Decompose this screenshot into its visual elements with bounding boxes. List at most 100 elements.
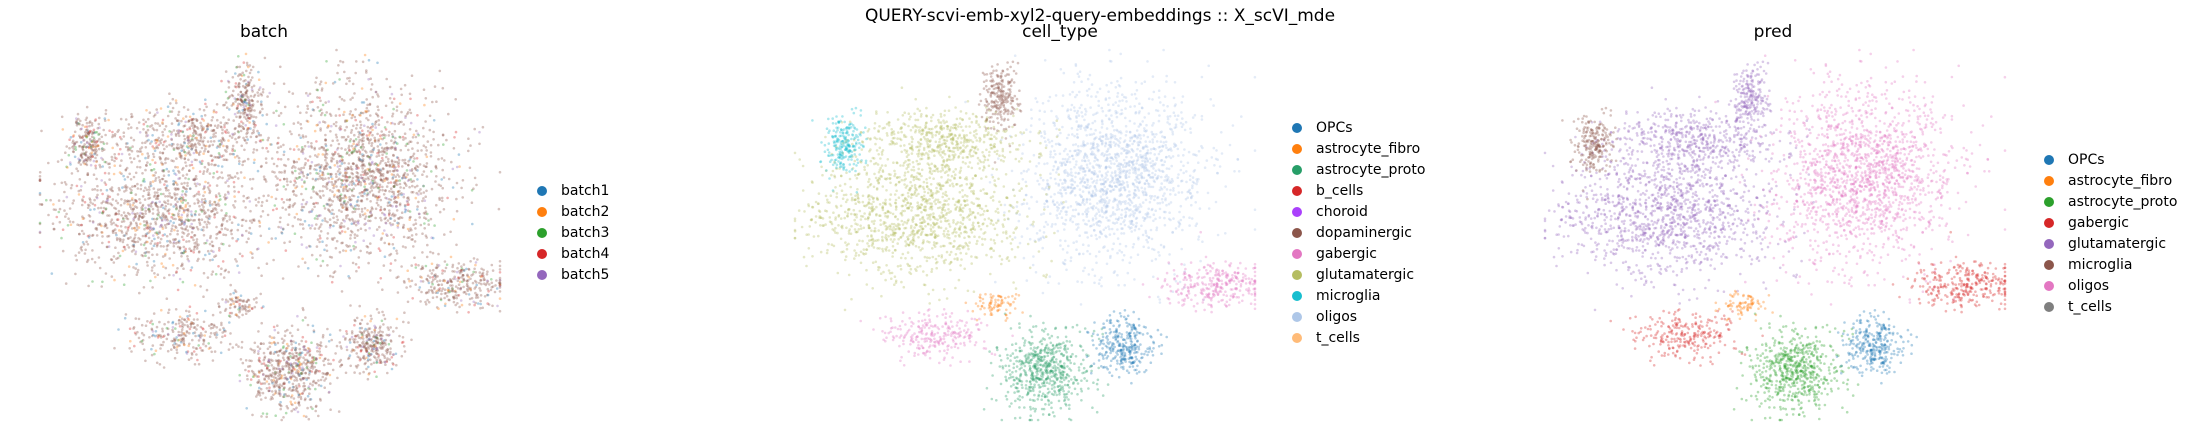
- scatter-point: [390, 367, 394, 371]
- scatter-point: [358, 152, 362, 156]
- scatter-point: [366, 136, 369, 140]
- scatter-point: [185, 240, 188, 243]
- scatter-point: [306, 104, 309, 108]
- scatter-point: [208, 172, 212, 175]
- scatter-point: [280, 374, 284, 378]
- scatter-point: [458, 305, 461, 309]
- scatter-point: [333, 236, 336, 240]
- scatter-point: [272, 111, 276, 115]
- scatter-point: [375, 307, 379, 311]
- scatter-point: [130, 149, 134, 153]
- scatter-point: [421, 232, 424, 235]
- scatter-point: [242, 127, 245, 130]
- scatter-point: [93, 261, 97, 264]
- scatter-point: [253, 158, 256, 162]
- scatter-point: [391, 162, 394, 166]
- scatter-point: [412, 152, 416, 156]
- scatter-point: [152, 260, 156, 263]
- scatter-point: [210, 273, 214, 276]
- scatter-point: [78, 178, 82, 181]
- scatter-point: [383, 207, 387, 211]
- scatter-point: [123, 248, 127, 251]
- scatter-point: [305, 246, 308, 249]
- scatter-point: [149, 202, 153, 206]
- scatter-point: [47, 161, 50, 165]
- scatter-point: [193, 194, 197, 197]
- scatter-point: [84, 248, 87, 252]
- scatter-point: [141, 152, 144, 156]
- scatter-point: [357, 180, 361, 183]
- scatter-point: [142, 286, 146, 289]
- scatter-point: [315, 245, 319, 248]
- scatter-point: [114, 223, 118, 227]
- scatter-point: [334, 133, 338, 137]
- scatter-point: [473, 287, 477, 290]
- scatter-point: [232, 119, 235, 122]
- scatter-point: [345, 119, 349, 122]
- scatter-point: [466, 289, 470, 293]
- scatter-point: [308, 353, 312, 356]
- scatter-point: [193, 234, 197, 237]
- scatter-point: [348, 338, 351, 342]
- scatter-point: [324, 177, 327, 180]
- scatter-point: [120, 159, 123, 162]
- scatter-point: [345, 125, 349, 129]
- scatter-point: [160, 223, 163, 227]
- scatter-point: [222, 158, 226, 161]
- scatter-point: [343, 219, 346, 223]
- scatter-point: [288, 240, 292, 243]
- scatter-point: [441, 287, 445, 290]
- scatter-point: [295, 379, 299, 382]
- scatter-point: [331, 208, 334, 212]
- scatter-point: [359, 123, 363, 127]
- scatter-point: [188, 247, 191, 250]
- scatter-point: [197, 257, 200, 261]
- scatter-point: [198, 108, 202, 111]
- scatter-point: [353, 334, 357, 338]
- scatter-point: [349, 364, 353, 368]
- scatter-point: [132, 175, 136, 179]
- scatter-point: [123, 245, 126, 249]
- scatter-point: [437, 157, 440, 161]
- scatter-point: [147, 231, 150, 235]
- scatter-point: [383, 317, 387, 321]
- scatter-point: [372, 146, 376, 150]
- scatter-point: [418, 163, 422, 166]
- scatter-point: [353, 92, 356, 95]
- scatter-point: [474, 261, 478, 264]
- scatter-point: [355, 127, 358, 130]
- scatter-point: [142, 118, 145, 122]
- scatter-point: [265, 415, 269, 419]
- scatter-point: [163, 233, 166, 236]
- scatter-point: [211, 135, 215, 139]
- scatter-point: [345, 244, 348, 247]
- scatter-point: [158, 124, 162, 127]
- scatter-point: [64, 183, 68, 186]
- scatter-point: [202, 172, 205, 175]
- scatter-point: [218, 142, 222, 146]
- scatter-point: [209, 124, 213, 127]
- scatter-point: [172, 169, 175, 172]
- scatter-point: [176, 143, 179, 146]
- scatter-point: [282, 339, 286, 342]
- scatter-point: [295, 361, 298, 365]
- scatter-point: [256, 91, 260, 94]
- scatter-point: [106, 196, 110, 199]
- scatter-point: [178, 209, 181, 212]
- scatter-point: [372, 234, 376, 237]
- scatter-point: [478, 271, 482, 274]
- scatter-point: [313, 217, 317, 220]
- scatter-point: [360, 133, 364, 137]
- scatter-point: [202, 225, 205, 229]
- scatter-point: [340, 135, 344, 139]
- scatter-point: [323, 207, 327, 210]
- scatter-point: [368, 170, 372, 174]
- scatter-point: [431, 236, 435, 240]
- scatter-point: [117, 212, 121, 216]
- scatter-point: [116, 201, 120, 205]
- scatter-point: [488, 283, 491, 286]
- scatter-point: [392, 164, 395, 168]
- scatter-point: [261, 107, 264, 111]
- scatter-point: [228, 218, 232, 221]
- scatter-point: [224, 193, 227, 196]
